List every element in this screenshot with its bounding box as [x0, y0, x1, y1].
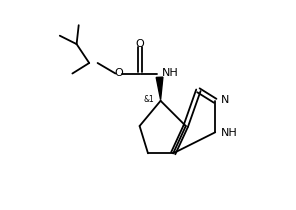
Text: NH: NH	[162, 68, 178, 79]
Polygon shape	[156, 77, 163, 100]
Text: O: O	[135, 39, 144, 49]
Text: O: O	[114, 68, 123, 79]
Text: NH: NH	[221, 128, 237, 138]
Text: &1: &1	[144, 95, 155, 104]
Text: N: N	[221, 95, 229, 105]
